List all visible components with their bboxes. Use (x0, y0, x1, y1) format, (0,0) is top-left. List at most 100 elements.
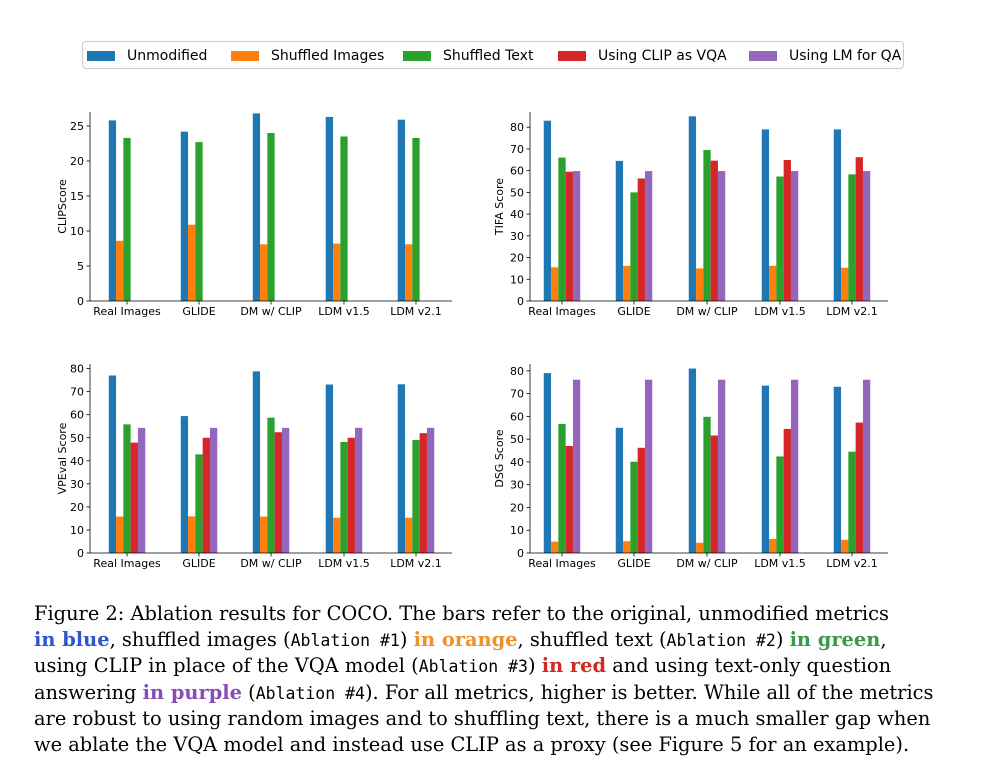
bar-unmodified (688, 116, 697, 301)
bar-using-clip-as-vqa (855, 157, 863, 301)
y-axis-label: DSG Score (493, 429, 506, 488)
caption-red: in red (541, 654, 607, 678)
y-tick-label: 30 (510, 479, 524, 492)
caption-purple: in purple (142, 680, 242, 704)
caption-text: Figure 2: Ablation results for COCO. The… (34, 602, 889, 625)
caption-ablation-2: Ablation #2 (666, 630, 776, 650)
bar-shuffled-images (696, 268, 704, 301)
bar-shuffled-text (558, 157, 566, 301)
bar-using-clip-as-vqa (274, 432, 282, 553)
y-tick-label: 80 (70, 363, 84, 376)
bar-using-clip-as-vqa (710, 435, 718, 553)
bar-shuffled-text (340, 441, 348, 553)
bar-unmodified (180, 416, 189, 553)
bar-unmodified (252, 371, 261, 553)
bar-using-clip-as-vqa (783, 428, 791, 553)
bar-shuffled-images (696, 542, 704, 553)
caption-line-5: are robust to using random images and to… (34, 706, 984, 732)
bar-using-lm-for-qa (572, 171, 581, 301)
charts-area: 0 5 10 15 20 25 Real Images GLIDE DM w/ CLIP LDM … (56, 112, 888, 570)
y-tick-label: 15 (70, 190, 84, 203)
y-tick-label: 70 (510, 143, 524, 156)
bar-unmodified (615, 427, 624, 553)
bar-using-lm-for-qa (644, 379, 653, 553)
y-tick-label: 10 (510, 273, 524, 286)
x-tick-label: LDM v1.5 (318, 305, 370, 318)
bar-using-clip-as-vqa (419, 433, 427, 553)
x-tick-label: DM w/ CLIP (240, 305, 302, 318)
bar-shuffled-text (195, 142, 203, 301)
y-tick-label: 30 (510, 230, 524, 243)
x-tick-label: DM w/ CLIP (240, 557, 302, 570)
legend-swatch (403, 51, 431, 61)
caption-ablation-4: Ablation #4 (255, 683, 365, 703)
bar-unmodified (543, 120, 552, 301)
y-tick-label: 10 (70, 225, 84, 238)
x-tick-label: GLIDE (182, 557, 215, 570)
bar-shuffled-text (340, 136, 348, 301)
bar-shuffled-text (848, 451, 856, 553)
bar-unmodified (325, 116, 334, 302)
bar-shuffled-text (412, 440, 420, 553)
caption-ablation-1: Ablation #1 (290, 630, 400, 650)
bar-shuffled-text (848, 174, 856, 301)
bar-shuffled-text (123, 424, 131, 553)
y-tick-label: 70 (70, 386, 84, 399)
y-tick-label: 60 (510, 165, 524, 178)
bar-shuffled-text (630, 461, 638, 553)
bar-using-lm-for-qa (717, 171, 726, 301)
bar-shuffled-images (551, 267, 559, 301)
y-tick-label: 50 (70, 432, 84, 445)
caption-text: answering (34, 680, 143, 704)
bar-using-clip-as-vqa (130, 442, 138, 553)
x-tick-label: LDM v2.1 (826, 305, 878, 318)
caption-text: , shuffled text ( (517, 627, 667, 651)
bar-shuffled-images (405, 517, 413, 553)
bar-shuffled-images (841, 267, 849, 301)
x-tick-label: GLIDE (617, 557, 650, 570)
bar-shuffled-images (116, 240, 124, 301)
bar-using-clip-as-vqa (783, 160, 791, 301)
caption-text: ). For all metrics, higher is better. Wh… (364, 680, 934, 704)
x-tick-label: Real Images (528, 305, 596, 318)
caption-text: and using text-only question (606, 654, 892, 678)
y-tick-label: 0 (517, 547, 524, 560)
bar-shuffled-images (188, 516, 196, 553)
bar-shuffled-images (188, 224, 196, 301)
bar-using-lm-for-qa (137, 427, 146, 553)
bar-shuffled-images (769, 538, 777, 553)
bar-using-clip-as-vqa (347, 437, 355, 553)
bar-unmodified (761, 385, 770, 553)
bar-shuffled-text (195, 454, 203, 553)
caption-text: ) (775, 627, 790, 651)
y-axis-label: VPEval Score (56, 422, 69, 494)
bar-shuffled-images (623, 541, 631, 553)
caption-line-1: Figure 2: Ablation results for COCO. The… (34, 601, 984, 627)
caption-green: in green (789, 627, 881, 651)
caption-ablation-3: Ablation #3 (418, 657, 528, 677)
caption-text: , (880, 627, 887, 651)
caption-text: ) (399, 627, 414, 651)
caption-line-2: in blue, shuffled images (Ablation #1) i… (34, 627, 984, 654)
y-axis-label: TIFA Score (493, 178, 506, 236)
caption-blue: in blue (34, 627, 110, 651)
bar-using-clip-as-vqa (637, 178, 645, 301)
bar-using-lm-for-qa (862, 171, 871, 301)
bar-shuffled-images (841, 539, 849, 553)
bar-shuffled-text (776, 456, 784, 553)
y-tick-label: 60 (510, 410, 524, 423)
bar-using-lm-for-qa (862, 379, 871, 553)
x-tick-label: Real Images (93, 305, 161, 318)
bar-unmodified (397, 384, 406, 553)
x-tick-label: DM w/ CLIP (676, 305, 738, 318)
bar-unmodified (833, 386, 842, 553)
legend-swatch (558, 51, 586, 61)
legend-swatch (231, 51, 259, 61)
y-tick-label: 25 (70, 120, 84, 133)
y-tick-label: 5 (77, 260, 84, 273)
bar-using-lm-for-qa (717, 379, 726, 553)
legend-label: Shuffled Images (271, 48, 385, 64)
x-tick-label: LDM v2.1 (390, 557, 442, 570)
bar-shuffled-text (703, 150, 711, 301)
bar-using-lm-for-qa (354, 427, 363, 553)
